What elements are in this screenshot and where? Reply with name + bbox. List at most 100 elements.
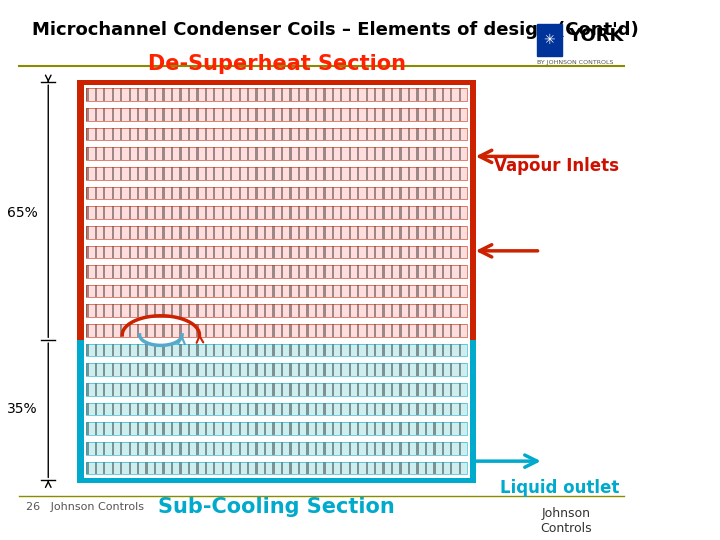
Bar: [163, 127, 165, 140]
Bar: [357, 363, 359, 376]
Bar: [238, 167, 241, 180]
Bar: [272, 246, 275, 258]
Bar: [315, 127, 317, 140]
Bar: [171, 187, 174, 199]
Bar: [450, 403, 452, 415]
Bar: [86, 167, 467, 180]
Bar: [137, 343, 139, 356]
Bar: [103, 305, 105, 317]
Bar: [315, 403, 317, 415]
Bar: [171, 343, 174, 356]
Text: Vapour Inlets: Vapour Inlets: [494, 158, 619, 176]
Bar: [450, 127, 452, 140]
Bar: [306, 363, 309, 376]
Bar: [315, 324, 317, 336]
Bar: [382, 206, 384, 219]
Bar: [154, 363, 156, 376]
Bar: [86, 305, 467, 317]
Bar: [332, 343, 334, 356]
Bar: [120, 343, 122, 356]
Bar: [433, 265, 436, 278]
Bar: [425, 246, 427, 258]
Bar: [323, 226, 325, 239]
Bar: [256, 383, 258, 396]
Bar: [86, 462, 467, 474]
Bar: [213, 147, 215, 160]
Bar: [340, 167, 343, 180]
Bar: [222, 226, 224, 239]
Bar: [112, 343, 114, 356]
Bar: [306, 422, 309, 435]
Bar: [256, 343, 258, 356]
Bar: [459, 89, 461, 101]
Bar: [374, 363, 377, 376]
Bar: [391, 226, 393, 239]
Bar: [120, 265, 122, 278]
Bar: [323, 147, 325, 160]
Bar: [340, 127, 343, 140]
Bar: [256, 265, 258, 278]
Bar: [348, 285, 351, 298]
Bar: [94, 363, 97, 376]
Bar: [315, 108, 317, 120]
Bar: [433, 343, 436, 356]
Bar: [400, 403, 402, 415]
Bar: [86, 285, 467, 298]
Bar: [188, 127, 190, 140]
Bar: [179, 403, 181, 415]
Bar: [213, 422, 215, 435]
Bar: [298, 403, 300, 415]
Bar: [222, 265, 224, 278]
Bar: [264, 324, 266, 336]
Bar: [197, 127, 199, 140]
Bar: [94, 422, 97, 435]
Bar: [391, 305, 393, 317]
Bar: [213, 383, 215, 396]
Bar: [213, 363, 215, 376]
Bar: [94, 383, 97, 396]
Bar: [256, 147, 258, 160]
Bar: [289, 422, 292, 435]
Bar: [137, 108, 139, 120]
Bar: [332, 442, 334, 455]
Bar: [171, 226, 174, 239]
Bar: [391, 343, 393, 356]
Bar: [416, 187, 418, 199]
Bar: [289, 305, 292, 317]
Bar: [425, 187, 427, 199]
Bar: [400, 187, 402, 199]
Bar: [129, 403, 131, 415]
Bar: [408, 127, 410, 140]
Bar: [391, 383, 393, 396]
Bar: [256, 206, 258, 219]
Bar: [400, 108, 402, 120]
Bar: [94, 442, 97, 455]
Bar: [238, 108, 241, 120]
Bar: [391, 285, 393, 298]
Bar: [77, 340, 84, 483]
Bar: [272, 167, 275, 180]
Bar: [129, 363, 131, 376]
Bar: [400, 226, 402, 239]
Bar: [86, 187, 89, 199]
Bar: [441, 305, 444, 317]
Bar: [382, 343, 384, 356]
Bar: [120, 363, 122, 376]
Bar: [391, 167, 393, 180]
Bar: [425, 226, 427, 239]
Bar: [348, 363, 351, 376]
Bar: [86, 108, 467, 120]
Bar: [469, 340, 476, 483]
Bar: [264, 363, 266, 376]
Bar: [213, 206, 215, 219]
Bar: [137, 422, 139, 435]
Bar: [103, 383, 105, 396]
Bar: [391, 403, 393, 415]
Bar: [137, 127, 139, 140]
Bar: [391, 442, 393, 455]
Bar: [171, 246, 174, 258]
Bar: [348, 324, 351, 336]
Bar: [222, 108, 224, 120]
Bar: [204, 89, 207, 101]
Bar: [247, 127, 249, 140]
